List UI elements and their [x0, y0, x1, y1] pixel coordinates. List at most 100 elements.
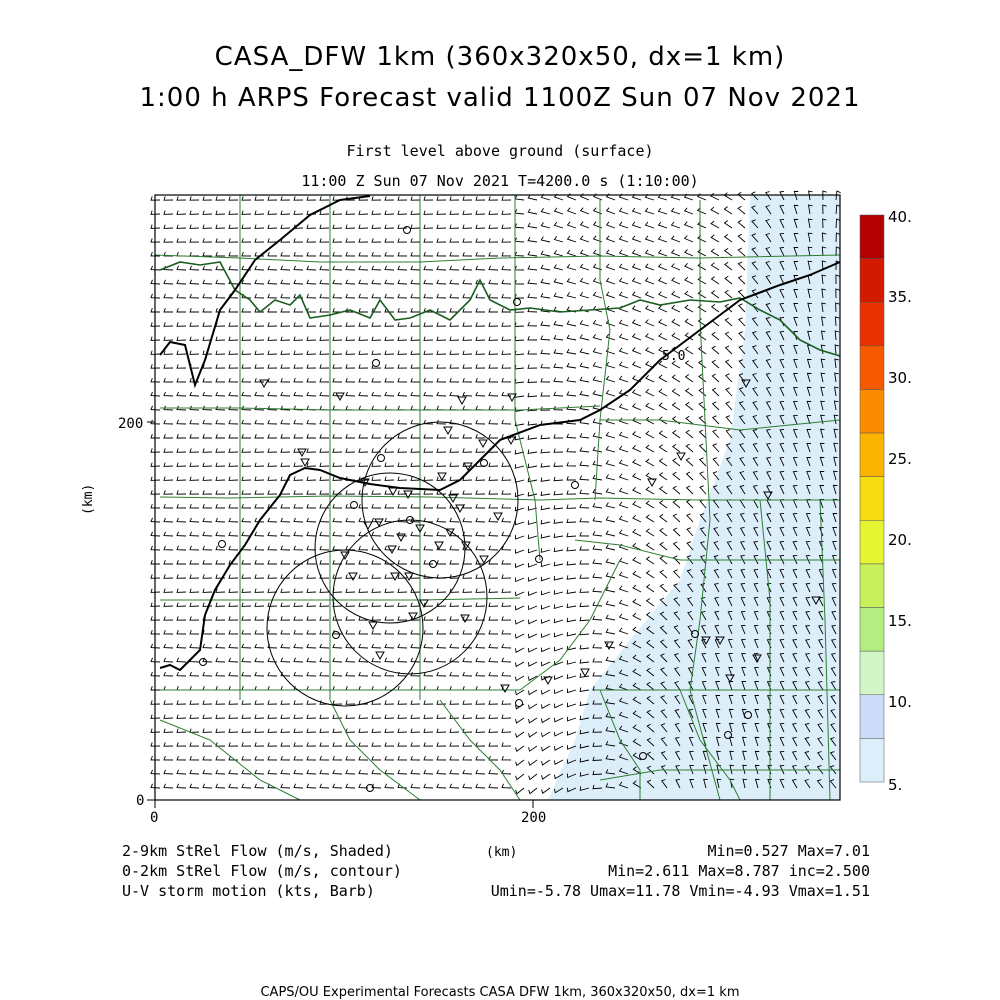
wind-barb: [371, 364, 382, 369]
wind-barb: [436, 643, 447, 649]
wind-barb: [566, 575, 577, 580]
wind-barb: [713, 541, 720, 551]
wind-barb: [293, 517, 304, 523]
wind-barb: [423, 755, 434, 761]
wind-barb: [818, 624, 824, 635]
wind-barb: [765, 428, 772, 439]
wind-barb: [673, 611, 681, 621]
wind-barb: [605, 418, 616, 425]
wind-barb: [713, 582, 720, 593]
wind-barb: [215, 783, 226, 789]
wind-barb: [700, 610, 707, 621]
wind-barb: [462, 602, 473, 607]
wind-barb: [659, 653, 668, 663]
wind-barb: [645, 347, 655, 355]
wind-barb: [254, 560, 264, 565]
wind-barb: [150, 322, 161, 327]
wind-barb: [805, 526, 811, 537]
wind-barb: [501, 293, 512, 299]
wind-barb: [449, 671, 460, 677]
wind-barb: [345, 588, 356, 593]
wind-barb: [319, 490, 330, 495]
wind-barb: [793, 317, 798, 327]
wind-barb: [163, 224, 174, 229]
wind-barb: [436, 588, 447, 593]
wind-barb: [215, 728, 226, 733]
wind-barb: [449, 490, 460, 495]
wind-barb: [687, 639, 694, 649]
wind-barb: [807, 302, 812, 313]
wind-barb: [241, 490, 252, 495]
wind-barb: [202, 755, 213, 761]
wind-barb: [553, 462, 564, 467]
wind-barb: [462, 308, 472, 313]
wind-barb: [605, 530, 616, 537]
wind-barb: [189, 308, 199, 313]
wind-barb: [163, 448, 174, 453]
wind-barb: [410, 308, 420, 313]
wind-barb: [754, 709, 759, 719]
wind-barb: [566, 490, 577, 495]
wind-barb: [793, 261, 799, 271]
wind-barb: [410, 602, 421, 607]
wind-barb: [345, 210, 356, 215]
wind-barb: [740, 554, 746, 565]
wind-barb: [332, 755, 343, 761]
station-circle: [691, 630, 699, 638]
wind-barb: [436, 783, 447, 789]
wind-barb: [397, 377, 408, 383]
wind-barb: [515, 759, 525, 767]
wind-barb: [715, 695, 720, 705]
wind-barb: [332, 322, 343, 327]
wind-barb: [765, 205, 772, 215]
wind-barb: [713, 555, 720, 565]
wind-barb: [202, 517, 213, 523]
wind-barb: [579, 546, 589, 551]
wind-barb: [579, 729, 590, 735]
wind-barb: [189, 448, 200, 453]
wind-barb: [358, 602, 369, 607]
wind-barb: [345, 364, 356, 369]
wind-barb: [267, 238, 278, 243]
wind-barb: [835, 302, 840, 313]
wind-barb: [645, 542, 655, 551]
wind-barb: [423, 196, 434, 201]
wind-barb: [728, 695, 734, 705]
wind-barb: [449, 350, 460, 355]
wind-barb: [779, 344, 785, 355]
wind-barb: [358, 643, 369, 649]
wind-barb: [618, 375, 629, 383]
wind-barb: [462, 769, 473, 775]
wind-barb: [436, 503, 447, 509]
wind-barb: [514, 223, 525, 229]
wind-barb: [189, 405, 200, 411]
wind-barb: [319, 462, 330, 467]
wind-barb: [189, 517, 200, 523]
wind-barb: [566, 589, 577, 594]
wind-barb: [684, 346, 694, 355]
wind-barb: [176, 419, 187, 425]
wind-barb: [163, 336, 174, 341]
wind-barb: [488, 616, 499, 621]
wind-barb: [726, 527, 733, 537]
wind-barb: [267, 545, 278, 551]
station-triangle: [460, 614, 470, 624]
wind-barb: [832, 513, 838, 523]
wind-barb: [805, 540, 811, 551]
wind-barb: [176, 769, 187, 775]
wind-barb: [807, 218, 813, 229]
wind-barb: [579, 433, 590, 439]
wind-barb: [150, 686, 160, 691]
wind-barb: [766, 484, 772, 495]
wind-barb: [280, 560, 290, 565]
wind-barb: [280, 462, 291, 467]
wind-barb: [723, 206, 733, 215]
wind-barbs: [150, 190, 841, 795]
wind-barb: [658, 360, 668, 369]
wind-barb: [792, 540, 798, 551]
wind-barb: [332, 503, 343, 509]
wind-barb: [371, 196, 382, 201]
wind-barb: [332, 783, 343, 789]
wind-barb: [712, 457, 720, 467]
wind-barb: [527, 222, 538, 229]
